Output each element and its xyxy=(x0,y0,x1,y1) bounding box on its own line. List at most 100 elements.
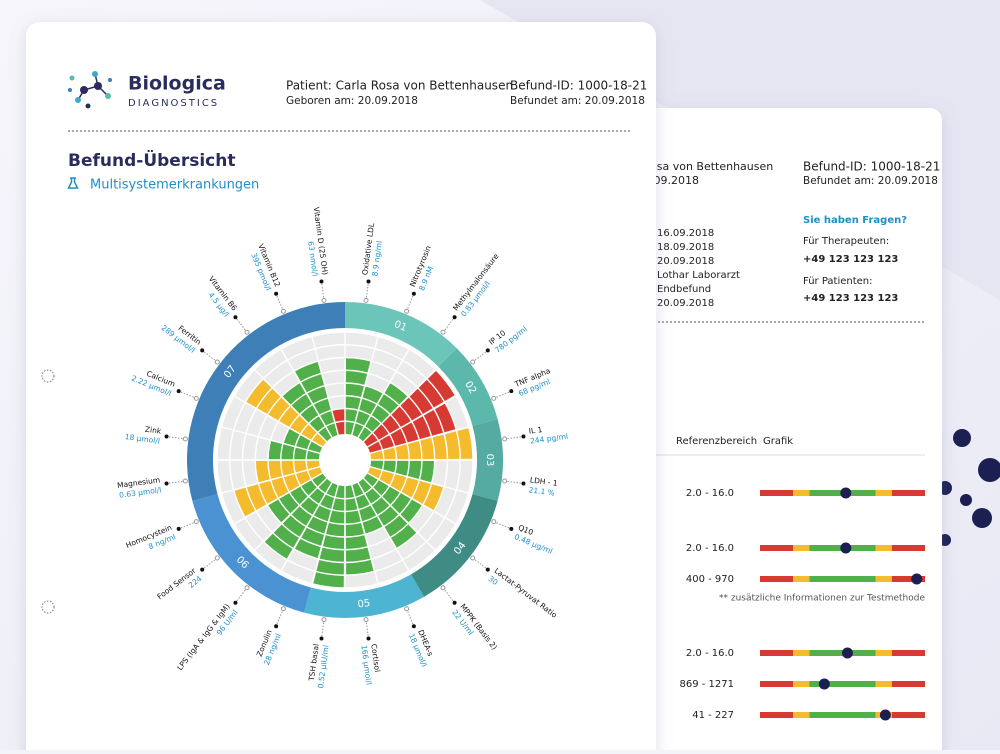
scale-segment xyxy=(809,712,876,718)
leader xyxy=(275,293,284,312)
scale-segment xyxy=(793,490,810,496)
contact-label: Für Patienten: xyxy=(803,276,873,287)
range: 869 - 1271 xyxy=(679,679,734,690)
scale-segment xyxy=(892,490,925,496)
bar xyxy=(294,361,339,438)
report-date: Befundet am: 20.09.2018 xyxy=(510,95,645,107)
flask-icon xyxy=(67,177,79,189)
leader xyxy=(235,316,248,333)
leader-dot xyxy=(411,624,416,629)
logo xyxy=(68,71,112,109)
leader-end xyxy=(502,478,508,484)
spoke-line xyxy=(311,484,339,584)
bar xyxy=(264,478,332,560)
bar xyxy=(367,466,444,511)
leader xyxy=(178,521,197,530)
marker-dot xyxy=(840,487,852,499)
brand-tagline: DIAGNOSTICS xyxy=(128,98,219,109)
leader xyxy=(504,436,524,440)
bar xyxy=(282,382,332,442)
bar xyxy=(367,403,457,454)
leader-dot xyxy=(200,567,205,572)
range: 2.0 - 16.0 xyxy=(686,648,734,659)
leader-end xyxy=(182,478,188,484)
leader-end xyxy=(214,555,220,561)
back-patient: osa von Bettenhausen xyxy=(650,160,773,173)
chart-hole xyxy=(319,434,371,486)
contact-phone: +49 123 123 123 xyxy=(803,254,898,265)
spoke-line xyxy=(253,368,328,443)
detail: Lothar Laborarzt xyxy=(657,270,740,281)
marker-dot xyxy=(818,678,830,690)
leader-end xyxy=(470,555,476,561)
leader-dot xyxy=(274,624,279,629)
marker-name: LDH - 1 xyxy=(529,475,558,488)
leader-dot xyxy=(176,389,181,394)
spoke-line xyxy=(357,348,410,438)
patient-born: Geboren am: 20.09.2018 xyxy=(286,95,418,107)
leader xyxy=(442,587,455,604)
bar xyxy=(267,473,327,523)
leader-dot xyxy=(452,315,457,320)
leader-end xyxy=(363,297,369,303)
group-band xyxy=(304,574,424,618)
leader-dot xyxy=(319,636,324,641)
group-label: 05 xyxy=(357,598,371,611)
spoke-line xyxy=(362,477,437,552)
punch-hole xyxy=(41,600,55,614)
scale-segment xyxy=(760,712,793,718)
leader-dot xyxy=(509,389,514,394)
leader-dot xyxy=(233,600,238,605)
bar xyxy=(358,382,408,442)
scale-segment xyxy=(760,576,793,582)
patient-name: Patient: Carla Rosa von Bettenhausen xyxy=(286,79,513,93)
scale-segment xyxy=(875,650,892,656)
back-id: Befund-ID: 1000-18-21 xyxy=(803,160,940,174)
leader-end xyxy=(502,436,508,442)
range: 400 - 970 xyxy=(686,574,734,585)
group-band xyxy=(186,302,345,501)
table-note: ** zusätzliche Informationen zur Testmet… xyxy=(719,594,925,604)
back-date: Befundet am: 20.09.2018 xyxy=(803,175,938,187)
scale-segment xyxy=(892,712,925,718)
scale-segment xyxy=(875,490,892,496)
bar xyxy=(294,482,339,559)
title: Befund-Übersicht xyxy=(68,149,235,171)
leader-dot xyxy=(521,481,526,486)
punch-hole xyxy=(41,369,55,383)
scale-segment xyxy=(793,576,810,582)
leader xyxy=(201,557,218,570)
group-band xyxy=(472,419,503,501)
leader-dot xyxy=(509,526,514,531)
leader-end xyxy=(214,359,220,365)
leader xyxy=(321,281,325,301)
range: 2.0 - 16.0 xyxy=(686,488,734,499)
bar xyxy=(233,466,323,517)
scale-segment xyxy=(875,681,892,687)
bar xyxy=(358,478,417,549)
scale-segment xyxy=(892,681,925,687)
marker-name: IL 1 xyxy=(528,425,543,436)
spoke-line xyxy=(362,368,437,443)
leader xyxy=(166,436,186,440)
marker-name: Zink xyxy=(144,425,162,436)
leader xyxy=(178,390,197,399)
table-header: Referenzbereich xyxy=(676,436,757,447)
leader-end xyxy=(193,519,199,525)
leader xyxy=(442,316,455,333)
leader-end xyxy=(280,606,286,612)
group-band xyxy=(192,494,311,613)
bar xyxy=(245,379,327,447)
leader-end xyxy=(491,519,497,525)
brand-name: Biologica xyxy=(128,73,226,95)
leader-end xyxy=(321,297,327,303)
scale-segment xyxy=(793,681,810,687)
leader-dot xyxy=(176,526,181,531)
detail: 20.09.2018 xyxy=(657,256,714,267)
leader xyxy=(406,293,415,312)
leader-end xyxy=(321,617,327,623)
leader-end xyxy=(404,308,410,314)
scale-segment xyxy=(809,576,876,582)
spoke-line xyxy=(357,482,410,572)
